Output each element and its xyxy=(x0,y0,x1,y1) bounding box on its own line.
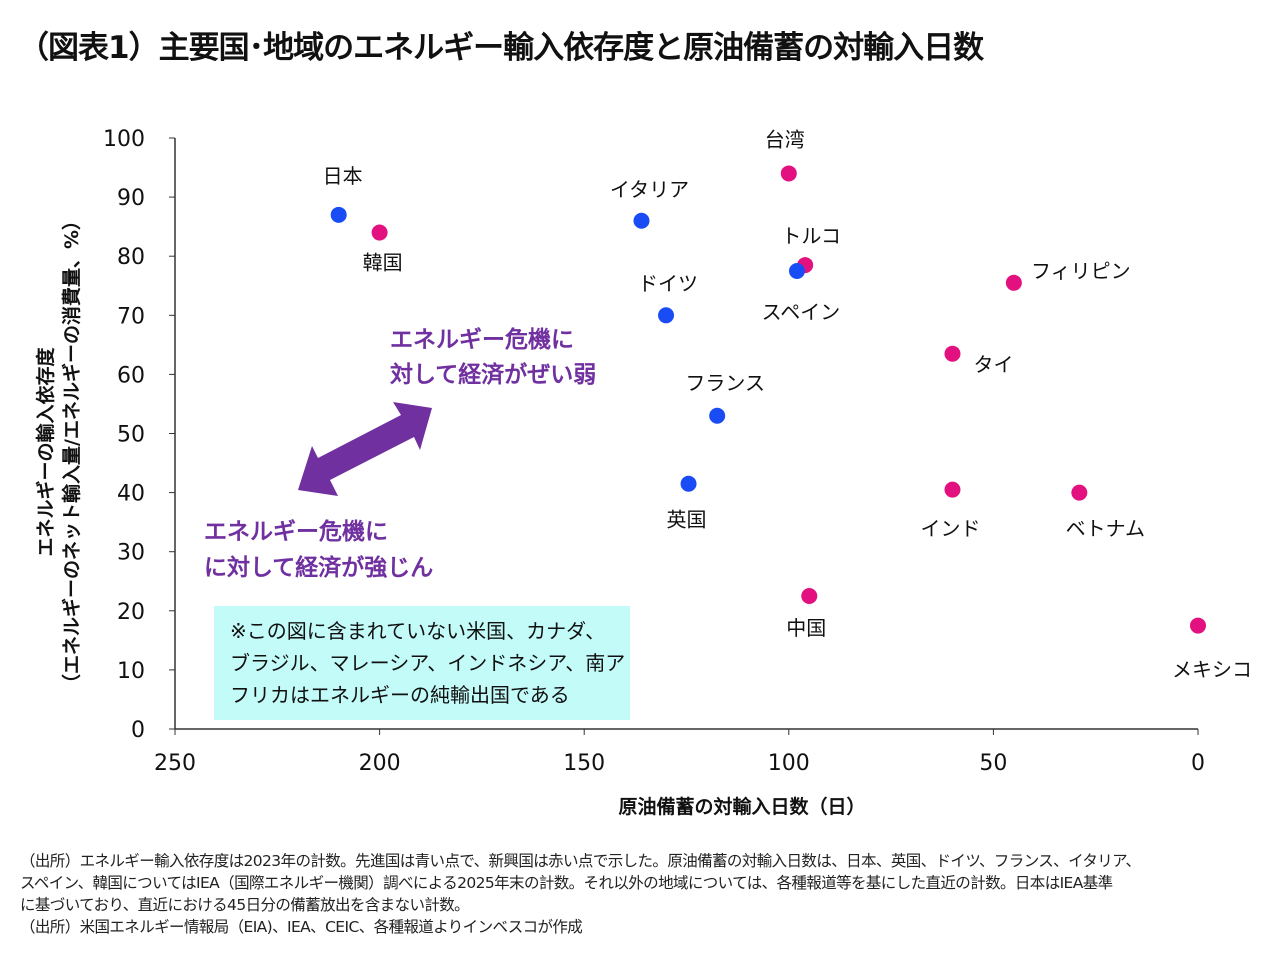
y-tick-label: 70 xyxy=(117,304,145,329)
note-line: に基づいており、直近における45日分の備蓄放出を含まない計数。 xyxy=(20,896,470,914)
point-label: トルコ xyxy=(781,224,841,248)
annotation-resilient: に対して経済が強じん xyxy=(204,554,433,581)
data-point xyxy=(633,212,650,229)
data-point xyxy=(944,345,961,362)
point-label: イタリア xyxy=(610,178,689,202)
data-point xyxy=(801,588,818,605)
double-arrow xyxy=(298,402,432,496)
data-point xyxy=(788,262,805,279)
point-label: 日本 xyxy=(323,164,363,188)
point-label: フランス xyxy=(685,371,765,395)
note-box-line: ※この図に含まれていない米国、カナダ、 xyxy=(230,619,605,643)
axes: 250 200 150 100 50 0 0 10 20 30 40 50 60 70 80 90 100 xyxy=(103,127,1205,776)
y-axis-title: エネルギーの輸入依存度 xyxy=(34,347,57,557)
data-point xyxy=(780,165,797,182)
point-label: 韓国 xyxy=(363,251,403,275)
y-tick-label: 90 xyxy=(117,186,145,211)
data-point xyxy=(1005,274,1022,291)
point-label: ベトナム xyxy=(1066,517,1145,541)
annotation-vulnerable: 対して経済がぜい弱 xyxy=(390,361,596,388)
y-tick-label: 30 xyxy=(117,541,145,566)
data-point xyxy=(1190,617,1206,634)
y-tick-label: 40 xyxy=(117,482,145,507)
point-label: スペイン xyxy=(762,300,841,324)
point-label: メキシコ xyxy=(1172,658,1252,682)
point-label: 英国 xyxy=(667,508,707,532)
point-label: タイ xyxy=(973,353,1013,377)
x-tick-label: 100 xyxy=(768,751,810,776)
data-point xyxy=(371,224,388,241)
annotation-resilient: エネルギー危機に xyxy=(204,518,388,545)
y-tick-label: 80 xyxy=(117,245,145,270)
note-line: （出所）米国エネルギー情報局（EIA)、IEA、CEIC、各種報道よりインベスコ… xyxy=(20,918,583,936)
data-point xyxy=(658,307,675,324)
note-box-line: フリカはエネルギーの純輸出国である xyxy=(230,683,570,707)
point-label: 台湾 xyxy=(765,127,805,151)
y-tick-label: 60 xyxy=(117,363,145,388)
point-label: ドイツ xyxy=(638,271,698,295)
x-tick-label: 250 xyxy=(154,751,196,776)
source-notes: （出所）エネルギー輸入依存度は2023年の計数。先進国は青い点で、新興国は赤い点… xyxy=(20,850,1270,938)
note-box-line: ブラジル、マレーシア、インドネシア、南ア xyxy=(230,651,625,675)
point-label: フィリピン xyxy=(1031,259,1131,283)
y-tick-label: 50 xyxy=(117,423,145,448)
y-tick-label: 20 xyxy=(117,600,145,625)
note-line: （出所）エネルギー輸入依存度は2023年の計数。先進国は青い点で、新興国は赤い点… xyxy=(20,852,1141,870)
x-tick-label: 200 xyxy=(359,751,401,776)
x-tick-label: 50 xyxy=(979,751,1007,776)
note-line: スペイン、韓国についてはIEA（国際エネルギー機関）調べによる2025年末の計数… xyxy=(20,874,1113,892)
x-axis-title: 原油備蓄の対輸入日数（日） xyxy=(618,795,865,818)
y-tick-label: 10 xyxy=(117,659,145,684)
point-label: インド xyxy=(920,517,980,541)
point-label: 中国 xyxy=(786,616,826,640)
x-tick-label: 150 xyxy=(563,751,605,776)
annotation-vulnerable: エネルギー危機に xyxy=(390,326,574,353)
page-title: （図表1）主要国･地域のエネルギー輸入依存度と原油備蓄の対輸入日数 xyxy=(18,30,984,66)
note-box xyxy=(214,606,630,720)
y-axis-title: （エネルギーのネット輸入量/エネルギーの消費量、%） xyxy=(60,211,83,693)
data-point xyxy=(709,407,726,424)
x-tick-label: 0 xyxy=(1191,751,1205,776)
data-point xyxy=(944,481,961,498)
data-point xyxy=(330,206,347,223)
data-point xyxy=(1071,484,1088,501)
data-point xyxy=(680,475,697,492)
y-tick-label: 0 xyxy=(131,718,145,743)
y-tick-label: 100 xyxy=(103,127,145,152)
